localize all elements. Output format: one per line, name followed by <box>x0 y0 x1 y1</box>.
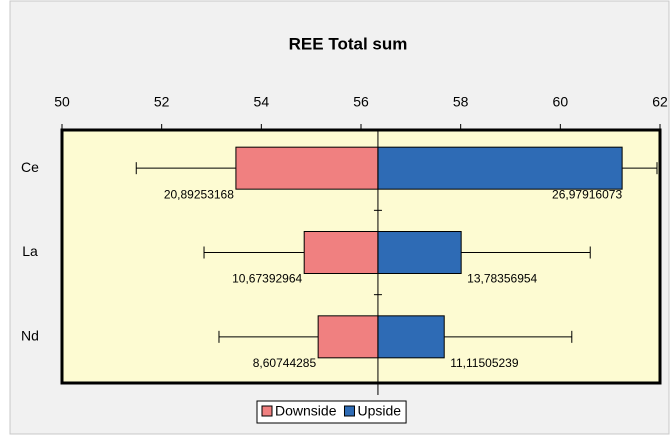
x-tick-label: 50 <box>54 94 70 110</box>
category-label: La <box>22 243 38 259</box>
bar <box>377 315 445 359</box>
legend-label: Upside <box>357 403 401 419</box>
bar <box>303 231 379 274</box>
category-label: Nd <box>21 328 39 344</box>
bar <box>377 231 462 274</box>
x-tick-label: 54 <box>254 94 270 110</box>
data-label: 10,67392964 <box>232 272 302 286</box>
bar <box>377 146 623 190</box>
chart-title: REE Total sum <box>289 34 408 53</box>
legend-box <box>256 400 407 424</box>
bar <box>317 315 379 359</box>
category-label: Ce <box>21 159 39 175</box>
data-label: 26,97916073 <box>552 187 622 201</box>
x-tick-label: 58 <box>453 94 469 110</box>
legend: Downside Upside <box>256 400 407 424</box>
data-label: 20,89253168 <box>164 187 234 201</box>
x-tick-label: 60 <box>553 94 569 110</box>
legend-label: Downside <box>275 403 337 419</box>
data-label: 13,78356954 <box>467 272 537 286</box>
x-tick-label: 52 <box>154 94 170 110</box>
legend-swatch <box>343 405 355 417</box>
bar <box>235 146 379 190</box>
x-tick-label: 56 <box>353 94 369 110</box>
data-label: 8,60744285 <box>253 356 317 370</box>
legend-swatch <box>261 405 273 417</box>
data-label: 11,11505239 <box>450 356 519 370</box>
x-tick-label: 62 <box>652 94 668 110</box>
